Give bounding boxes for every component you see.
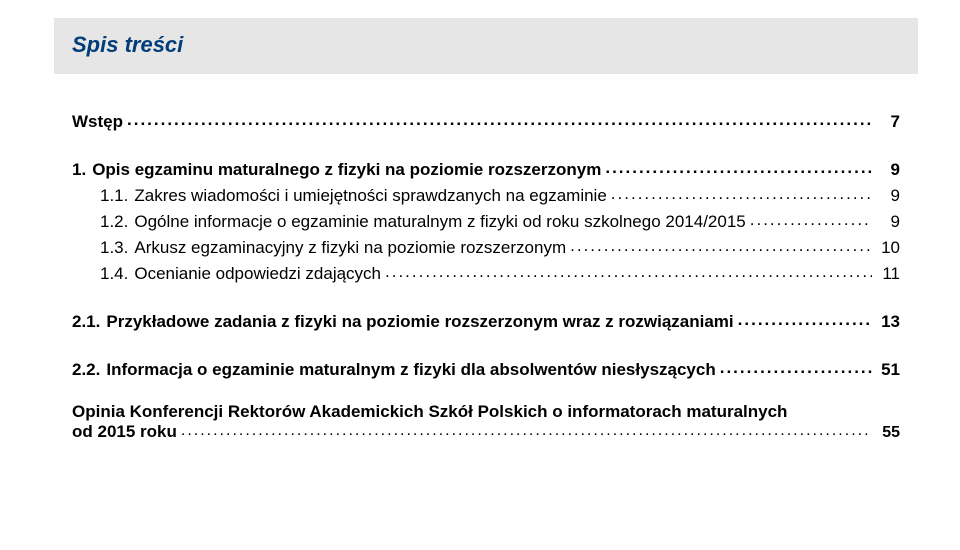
toc-entry: 2.2. Informacja o egzaminie maturalnym z … xyxy=(72,360,900,380)
toc-leader-dots xyxy=(123,110,872,130)
toc-page-number: 11 xyxy=(872,264,900,284)
toc-entry-multiline: Opinia Konferencji Rektorów Akademickich… xyxy=(72,402,900,442)
table-of-contents: Wstęp 7 1. Opis egzaminu maturalnego z fizy… xyxy=(72,112,900,442)
toc-number: 1.1. xyxy=(100,186,128,206)
toc-gap xyxy=(72,386,900,402)
toc-page-number: 9 xyxy=(872,160,900,180)
page-title: Spis treści xyxy=(72,32,183,57)
toc-label: Zakres wiadomości i umiejętności sprawdz… xyxy=(134,186,606,206)
toc-entry: 1.3. Arkusz egzaminacyjny z fizyki na poz… xyxy=(72,238,900,258)
toc-page-number: 9 xyxy=(872,212,900,232)
toc-label: Opis egzaminu maturalnego z fizyki na po… xyxy=(92,160,601,180)
toc-entry: 1.2. Ogólne informacje o egzaminie matura… xyxy=(72,212,900,232)
title-band: Spis treści xyxy=(54,18,918,74)
toc-leader-dots xyxy=(734,310,872,330)
toc-entry: Wstęp 7 xyxy=(72,112,900,132)
toc-label: Informacja o egzaminie maturalnym z fizy… xyxy=(106,360,715,380)
toc-label: Opinia Konferencji Rektorów Akademickich… xyxy=(72,402,900,422)
toc-number: 2.2. xyxy=(72,360,100,380)
toc-leader-dots xyxy=(566,236,872,256)
toc-leader-dots xyxy=(381,262,872,282)
toc-page-number: 9 xyxy=(872,186,900,206)
toc-leader-dots xyxy=(746,210,872,230)
document-page: Spis treści Wstęp 7 1. Opis egzaminu matura… xyxy=(0,18,960,442)
toc-leader-dots xyxy=(601,158,872,178)
toc-label: od 2015 roku xyxy=(72,422,177,442)
toc-page-number: 55 xyxy=(872,424,900,442)
toc-entry: 1.1. Zakres wiadomości i umiejętności spr… xyxy=(72,186,900,206)
toc-number: 1.4. xyxy=(100,264,128,284)
toc-leader-dots xyxy=(607,184,872,204)
toc-gap xyxy=(72,290,900,306)
toc-label: Ocenianie odpowiedzi zdających xyxy=(134,264,381,284)
toc-entry: 1.4. Ocenianie odpowiedzi zdających 11 xyxy=(72,264,900,284)
toc-leader-dots xyxy=(716,358,872,378)
toc-number: 1.3. xyxy=(100,238,128,258)
toc-entry-lastline: od 2015 roku 55 xyxy=(72,422,900,442)
toc-entry: 1. Opis egzaminu maturalnego z fizyki na … xyxy=(72,160,900,180)
toc-page-number: 10 xyxy=(872,238,900,258)
toc-page-number: 13 xyxy=(872,312,900,332)
toc-number: 1. xyxy=(72,160,86,180)
toc-page-number: 7 xyxy=(872,112,900,132)
toc-page-number: 51 xyxy=(872,360,900,380)
toc-entry: 2.1. Przykładowe zadania z fizyki na pozi… xyxy=(72,312,900,332)
toc-gap xyxy=(72,138,900,154)
toc-number: 2.1. xyxy=(72,312,100,332)
toc-number: 1.2. xyxy=(100,212,128,232)
toc-label: Wstęp xyxy=(72,112,123,132)
toc-gap xyxy=(72,338,900,354)
toc-label: Arkusz egzaminacyjny z fizyki na poziomi… xyxy=(134,238,566,258)
toc-label: Ogólne informacje o egzaminie maturalnym… xyxy=(134,212,745,232)
toc-leader-dots xyxy=(177,422,872,440)
toc-label: Przykładowe zadania z fizyki na poziomie… xyxy=(106,312,733,332)
